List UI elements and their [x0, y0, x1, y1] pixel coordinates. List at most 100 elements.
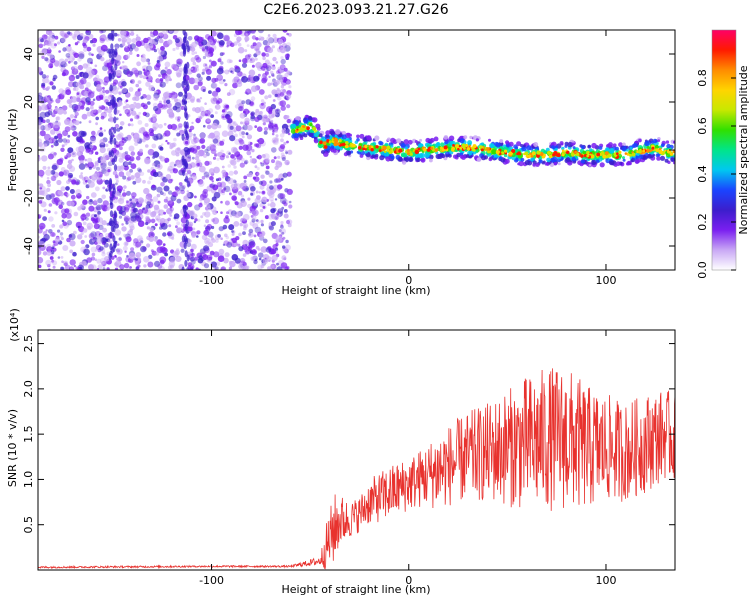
noise-point — [127, 123, 131, 127]
signal-peak-point — [338, 138, 342, 143]
noise-point — [166, 68, 172, 75]
noise-point — [279, 68, 284, 74]
signal-point — [553, 161, 557, 165]
noise-point — [101, 34, 107, 40]
noise-point — [196, 73, 201, 78]
noise-point — [255, 245, 260, 250]
noise-point — [213, 267, 217, 270]
noise-point — [81, 113, 88, 120]
noise-point — [233, 221, 240, 227]
signal-point — [335, 145, 341, 150]
noise-point — [272, 56, 277, 62]
noise-point — [249, 57, 256, 63]
signal-peak-point — [322, 141, 327, 146]
noise-point — [226, 241, 233, 248]
noise-point — [277, 208, 284, 214]
noise-point — [187, 100, 190, 103]
noise-point — [114, 43, 120, 49]
noise-point — [87, 157, 93, 163]
noise-point — [165, 139, 168, 143]
noise-point — [78, 154, 85, 162]
noise-point — [138, 169, 143, 173]
noise-point — [270, 213, 278, 220]
noise-point — [246, 245, 253, 252]
noise-point — [164, 95, 168, 99]
noise-point — [276, 79, 282, 84]
noise-point — [230, 183, 237, 190]
noise-point — [69, 189, 75, 194]
noise-point — [41, 155, 48, 162]
noise-point — [72, 87, 76, 91]
noise-point — [270, 70, 274, 75]
noise-point — [287, 223, 292, 228]
noise-point — [249, 142, 253, 145]
noise-point — [233, 243, 238, 247]
signal-peak-point — [511, 149, 516, 153]
noise-point — [220, 211, 223, 214]
signal-peak-point — [646, 148, 650, 152]
noise-point — [161, 143, 164, 146]
noise-point — [61, 219, 65, 223]
noise-point — [204, 160, 210, 166]
noise-point — [145, 215, 150, 221]
noise-point — [251, 35, 257, 40]
noise-point — [195, 64, 199, 69]
noise-point — [156, 239, 163, 246]
noise-point — [261, 52, 266, 57]
noise-point — [174, 163, 177, 167]
noise-point — [174, 38, 180, 44]
noise-point — [267, 203, 271, 206]
noise-point — [235, 125, 242, 132]
signal-peak-point — [570, 152, 575, 157]
noise-point — [243, 213, 250, 221]
noise-point — [47, 263, 51, 268]
noise-point — [194, 218, 198, 222]
noise-point — [244, 159, 249, 165]
noise-point — [184, 173, 188, 176]
noise-point — [270, 119, 274, 123]
signal-peak-point — [294, 129, 298, 133]
noise-point — [203, 171, 210, 178]
noise-point — [47, 126, 51, 130]
noise-point — [38, 120, 42, 127]
noise-point — [255, 61, 262, 69]
signal-peak-point — [461, 143, 466, 148]
noise-point — [77, 134, 81, 138]
noise-point — [123, 206, 130, 213]
noise-point — [156, 134, 161, 139]
signal-peak-point — [586, 154, 590, 158]
noise-point — [276, 262, 279, 266]
signal-peak-point — [655, 148, 659, 152]
signal-peak-point — [596, 152, 601, 157]
signal-peak-point — [561, 153, 565, 157]
noise-point — [247, 197, 251, 201]
noise-point — [178, 123, 183, 128]
signal-point — [606, 143, 611, 148]
noise-point — [74, 115, 78, 119]
signal-point — [638, 154, 644, 160]
signal-point — [609, 160, 613, 165]
noise-point — [96, 206, 101, 211]
noise-point — [189, 256, 195, 262]
noise-point — [201, 71, 205, 75]
noise-point — [118, 215, 123, 219]
noise-point — [41, 48, 48, 55]
noise-streak-point — [184, 259, 188, 267]
noise-point — [85, 30, 90, 33]
noise-point — [285, 219, 291, 225]
noise-point — [278, 100, 284, 107]
signal-point — [670, 157, 675, 163]
noise-point — [123, 241, 129, 247]
noise-point — [58, 171, 64, 177]
noise-point — [158, 100, 162, 104]
noise-point — [48, 47, 51, 50]
noise-point — [104, 106, 109, 111]
noise-point — [132, 207, 138, 213]
noise-point — [125, 45, 128, 48]
signal-peak-point — [532, 151, 536, 156]
noise-point — [93, 171, 100, 178]
noise-point — [189, 125, 195, 131]
noise-point — [281, 154, 286, 160]
noise-streak-point — [185, 175, 189, 183]
noise-point — [60, 256, 64, 259]
